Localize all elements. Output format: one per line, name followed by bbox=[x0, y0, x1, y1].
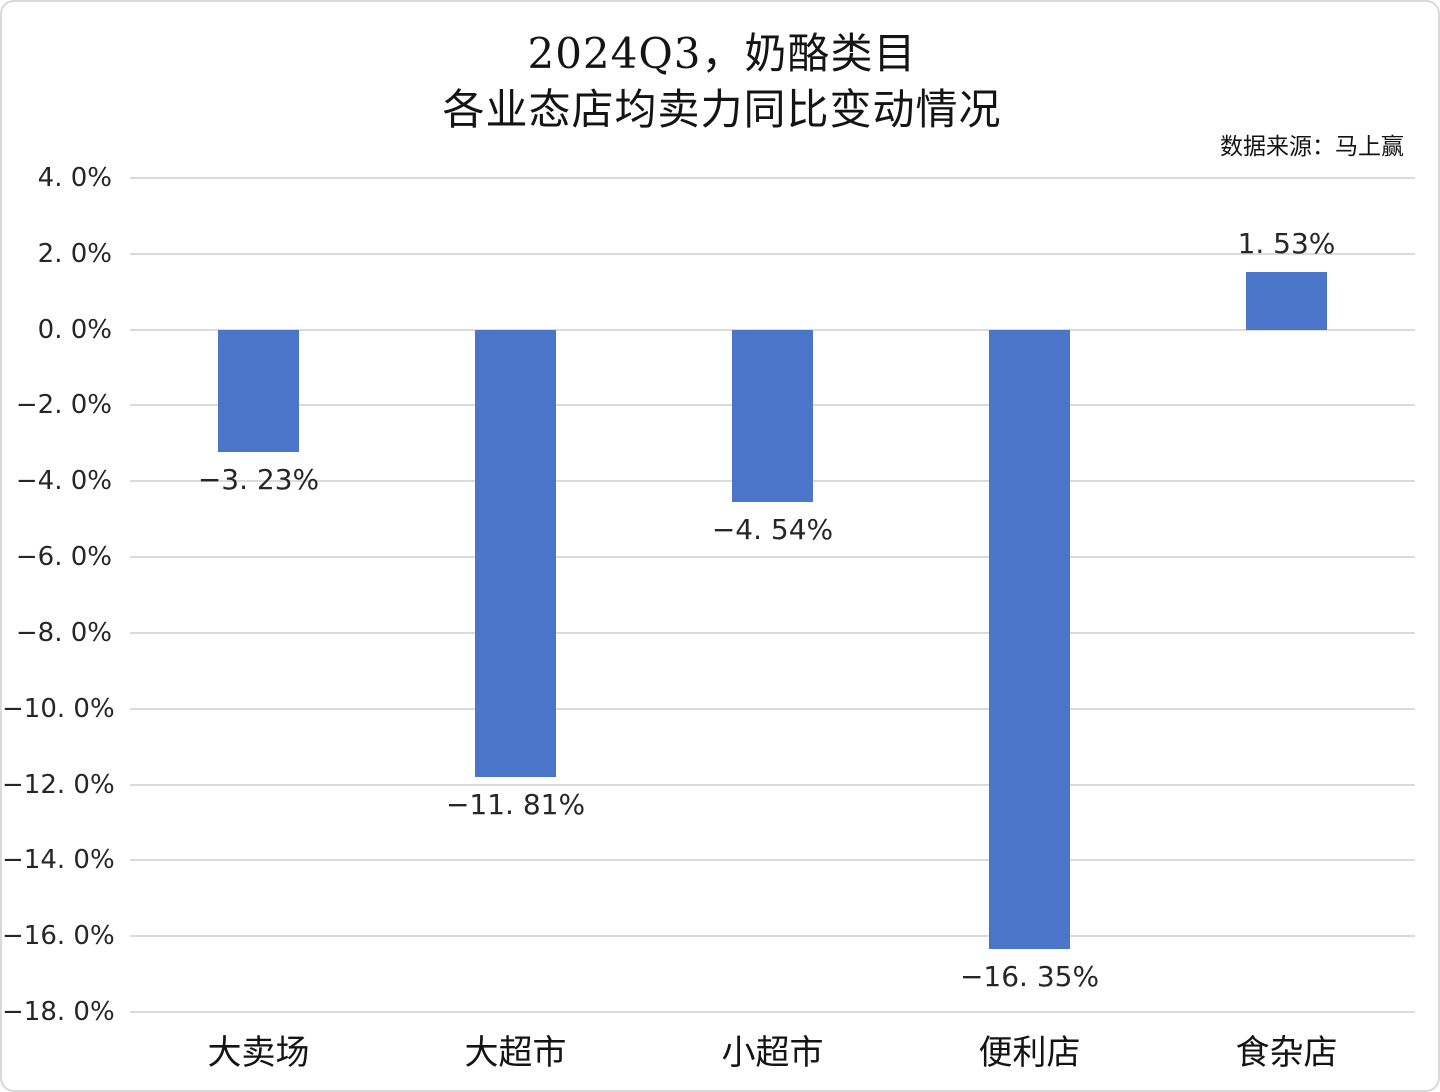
gridline bbox=[130, 177, 1415, 179]
x-axis-category-label: 食杂店 bbox=[1235, 1033, 1338, 1073]
y-axis-tick-label: −8. 0% bbox=[15, 617, 112, 648]
chart-title-line-2: 各业态店均卖力同比变动情况 bbox=[442, 85, 1002, 134]
gridline bbox=[130, 1011, 1415, 1013]
x-axis-category-label: 小超市 bbox=[721, 1033, 824, 1073]
gridline bbox=[130, 556, 1415, 559]
y-axis-tick-label: −16. 0% bbox=[2, 921, 115, 952]
bar-大超市 bbox=[475, 329, 556, 778]
gridline bbox=[130, 935, 1415, 938]
y-axis-tick-label: −14. 0% bbox=[2, 845, 115, 876]
chart-title-line-1: 2024Q3，奶酪类目 bbox=[527, 29, 917, 78]
y-axis-tick-label: −18. 0% bbox=[2, 997, 115, 1027]
bar-value-label: −11. 81% bbox=[445, 788, 586, 822]
bar-value-label: −16. 35% bbox=[959, 960, 1100, 994]
gridline bbox=[130, 859, 1415, 862]
gridline bbox=[130, 707, 1415, 710]
bar-便利店 bbox=[989, 329, 1070, 950]
y-axis-tick-label: −10. 0% bbox=[2, 693, 115, 724]
bar-value-label: 1. 53% bbox=[1237, 226, 1336, 260]
bar-小超市 bbox=[732, 329, 813, 502]
x-axis-category-label: 便利店 bbox=[978, 1033, 1081, 1073]
y-axis-tick-label: −4. 0% bbox=[15, 466, 112, 497]
y-axis-tick-label: −2. 0% bbox=[15, 390, 112, 421]
x-axis-category-label: 大超市 bbox=[464, 1033, 567, 1073]
bar-value-label: −3. 23% bbox=[197, 463, 320, 497]
chart-title: 2024Q3，奶酪类目 各业态店均卖力同比变动情况 bbox=[2, 26, 1438, 138]
data-source-note: 数据来源：马上赢 bbox=[1220, 134, 1404, 160]
gridline bbox=[130, 631, 1415, 634]
y-axis-tick-label: −6. 0% bbox=[15, 542, 112, 573]
bar-食杂店 bbox=[1246, 271, 1327, 330]
y-axis-tick-label: 2. 0% bbox=[37, 238, 112, 269]
y-axis-tick-label: −12. 0% bbox=[2, 769, 115, 800]
gridline bbox=[130, 783, 1415, 786]
bar-大卖场 bbox=[218, 329, 299, 453]
y-axis-tick-label: 4. 0% bbox=[37, 163, 112, 193]
y-axis-tick-label: 0. 0% bbox=[37, 314, 112, 345]
x-axis-category-label: 大卖场 bbox=[207, 1033, 310, 1073]
gridline bbox=[130, 252, 1415, 255]
bar-value-label: −4. 54% bbox=[711, 512, 834, 546]
